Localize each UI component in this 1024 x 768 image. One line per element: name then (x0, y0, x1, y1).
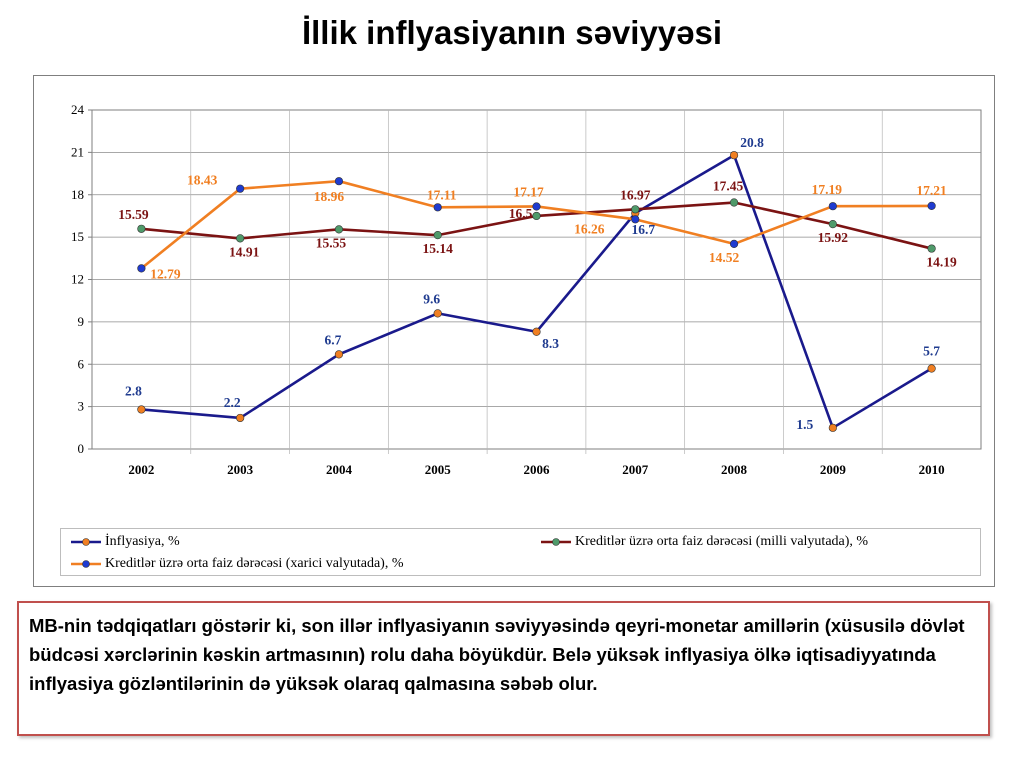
point-s2-2003 (236, 184, 245, 193)
point-s2-2006 (532, 202, 541, 211)
legend-label-rate-national: Kreditlər üzrə orta faiz dərəcəsi (milli… (575, 534, 869, 549)
point-s0-2006 (532, 327, 541, 336)
data-label-s1-2002: 15.59 (118, 207, 149, 222)
point-s2-2002 (137, 264, 146, 273)
x-tick-label-2003: 2003 (227, 462, 254, 477)
data-label-s2-2004: 18.96 (314, 189, 345, 204)
legend-label-inflation: İnflyasiya, % (105, 534, 180, 549)
chart-frame: 0 3 6 9 12 15 18 21 24 2002 2003 2004 2005 2006 2007 20… (33, 75, 995, 587)
legend-item-rate-national: Kreditlər üzrə orta faiz dərəcəsi (milli… (541, 533, 868, 551)
data-label-s2-2002: 12.79 (150, 266, 181, 281)
y-tick-label-18: 18 (71, 187, 84, 202)
legend-swatch-inflation (71, 538, 101, 546)
y-tick-label-24: 24 (71, 102, 85, 117)
x-tick-label-2008: 2008 (721, 462, 748, 477)
legend-swatch-rate-national (541, 538, 571, 546)
data-label-s0-2002: 2.8 (125, 383, 142, 398)
data-label-s1-2009: 15.92 (818, 230, 849, 245)
point-s1-2006 (532, 211, 541, 221)
data-label-s0-2004: 6.7 (325, 332, 342, 347)
data-label-s2-2008: 14.52 (709, 250, 740, 265)
data-label-s1-2005: 15.14 (423, 241, 454, 256)
x-tick-label-2006: 2006 (524, 462, 551, 477)
legend-swatch-rate-foreign (71, 560, 101, 568)
point-s1-2007 (631, 205, 640, 214)
point-s1-2008 (729, 198, 739, 207)
data-label-s2-2003: 18.43 (187, 173, 218, 188)
y-tick-label-9: 9 (78, 314, 85, 329)
x-tick-label-2010: 2010 (919, 462, 945, 477)
data-label-s1-2010: 14.19 (926, 255, 957, 270)
data-label-s0-2010: 5.7 (923, 343, 940, 358)
data-label-s1-2004: 15.55 (316, 235, 347, 250)
data-label-s2-2005: 17.11 (427, 187, 457, 202)
point-s0-2009 (828, 423, 837, 432)
y-tick-label-0: 0 (78, 441, 85, 456)
data-label-s0-2006: 8.3 (542, 336, 559, 351)
data-label-s2-2009: 17.19 (812, 182, 843, 197)
data-label-s1-2008: 17.45 (713, 179, 744, 194)
slide-title: İllik inflyasiyanın səviyyəsi (301, 14, 723, 51)
point-s0-2004 (334, 350, 344, 359)
x-tick-label-2009: 2009 (820, 462, 847, 477)
data-label-s0-2007: 16.7 (631, 222, 655, 237)
x-tick-label-2004: 2004 (326, 462, 353, 477)
note-box: MB-nin tədqiqatları göstərir ki, son ill… (17, 601, 990, 736)
legend-item-rate-foreign: Kreditlər üzrə orta faiz dərəcəsi (xaric… (71, 555, 404, 573)
x-tick-label-2007: 2007 (622, 462, 649, 477)
point-s1-2005 (433, 231, 442, 240)
data-label-s1-2003: 14.91 (229, 244, 260, 259)
point-s1-2002 (137, 224, 146, 233)
legend-label-rate-foreign: Kreditlər üzrə orta faiz dərəcəsi (xaric… (105, 556, 404, 571)
point-s1-2004 (334, 225, 344, 234)
point-s2-2008 (729, 239, 739, 249)
y-tick-label-3: 3 (78, 399, 85, 414)
legend-item-inflation: İnflyasiya, % (71, 533, 180, 551)
point-s0-2005 (433, 309, 442, 318)
point-s2-2007 (631, 215, 640, 224)
line-chart: 0 3 6 9 12 15 18 21 24 2002 2003 2004 2005 2006 2007 20… (71, 102, 982, 477)
point-s2-2005 (433, 203, 442, 212)
data-label-s1-2007: 16.97 (620, 187, 651, 202)
y-tick-label-21: 21 (71, 144, 84, 159)
data-label-s0-2008: 20.8 (740, 135, 764, 150)
data-label-s0-2009: 1.5 (796, 417, 813, 432)
y-tick-label-15: 15 (71, 229, 84, 244)
point-s2-2010 (927, 201, 936, 211)
note-text: MB-nin tədqiqatları göstərir ki, son ill… (29, 615, 965, 694)
point-s0-2010 (927, 364, 936, 373)
x-tick-label-2005: 2005 (425, 462, 452, 477)
point-s0-2008 (729, 151, 739, 160)
point-s0-2002 (137, 405, 146, 414)
data-label-s2-2007: 16.26 (574, 221, 605, 236)
data-label-s2-2006: 17.17 (513, 184, 544, 199)
data-label-s1-2006: 16.5 (509, 206, 533, 221)
point-s1-2003 (236, 234, 245, 243)
data-label-s0-2005: 9.6 (423, 291, 440, 306)
data-label-s2-2010: 17.21 (916, 183, 947, 198)
y-tick-label-6: 6 (78, 356, 85, 371)
data-label-s0-2003: 2.2 (224, 395, 241, 410)
point-s1-2009 (828, 220, 837, 229)
point-s0-2003 (236, 413, 245, 423)
point-s2-2009 (828, 202, 837, 211)
point-s2-2004 (334, 177, 344, 186)
x-tick-label-2002: 2002 (128, 462, 154, 477)
point-s1-2010 (927, 244, 936, 253)
y-tick-label-12: 12 (71, 272, 84, 287)
chart-legend: İnflyasiya, % Kreditlər üzrə orta faiz d… (60, 528, 981, 576)
